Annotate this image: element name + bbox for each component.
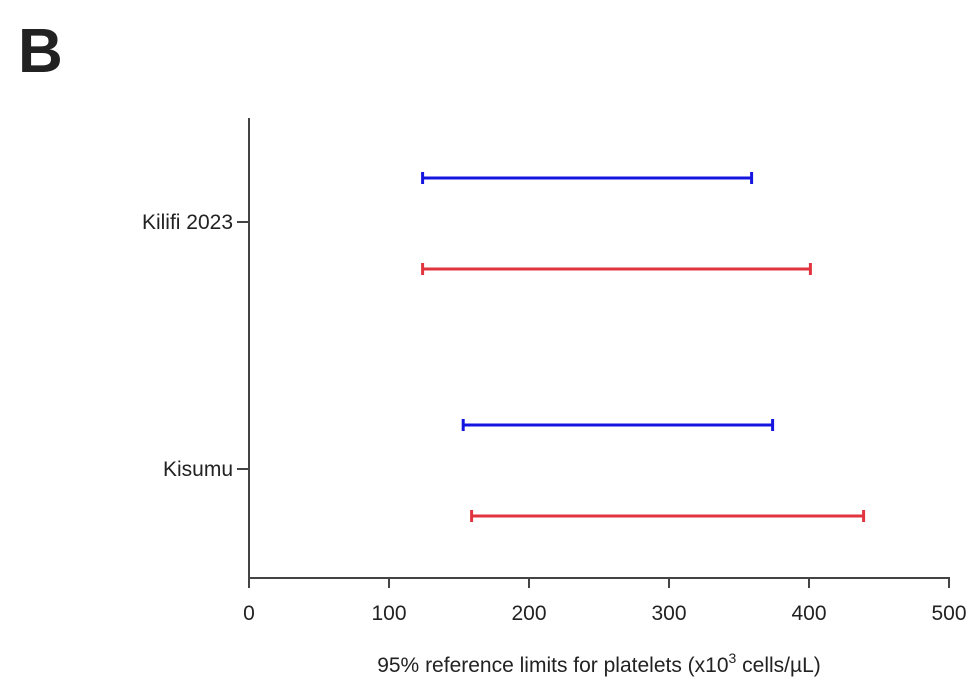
y-tick-label: Kisumu [163, 458, 233, 481]
x-label-part: 95% reference limits for platelets (x10 [377, 654, 728, 677]
x-axis-label: 95% reference limits for platelets (x103… [377, 650, 821, 677]
x-tick-label: 400 [791, 602, 826, 625]
y-tick-label: Kilifi 2023 [142, 211, 233, 234]
x-tick-label: 100 [371, 602, 406, 625]
panel-label: B [18, 17, 63, 86]
x-tick-label: 200 [511, 602, 546, 625]
x-tick-label: 0 [243, 602, 255, 625]
x-tick-label: 300 [651, 602, 686, 625]
x-label-sup: 3 [729, 650, 737, 666]
x-tick-label: 500 [931, 602, 966, 625]
x-label-part: cells/µL) [736, 654, 820, 677]
